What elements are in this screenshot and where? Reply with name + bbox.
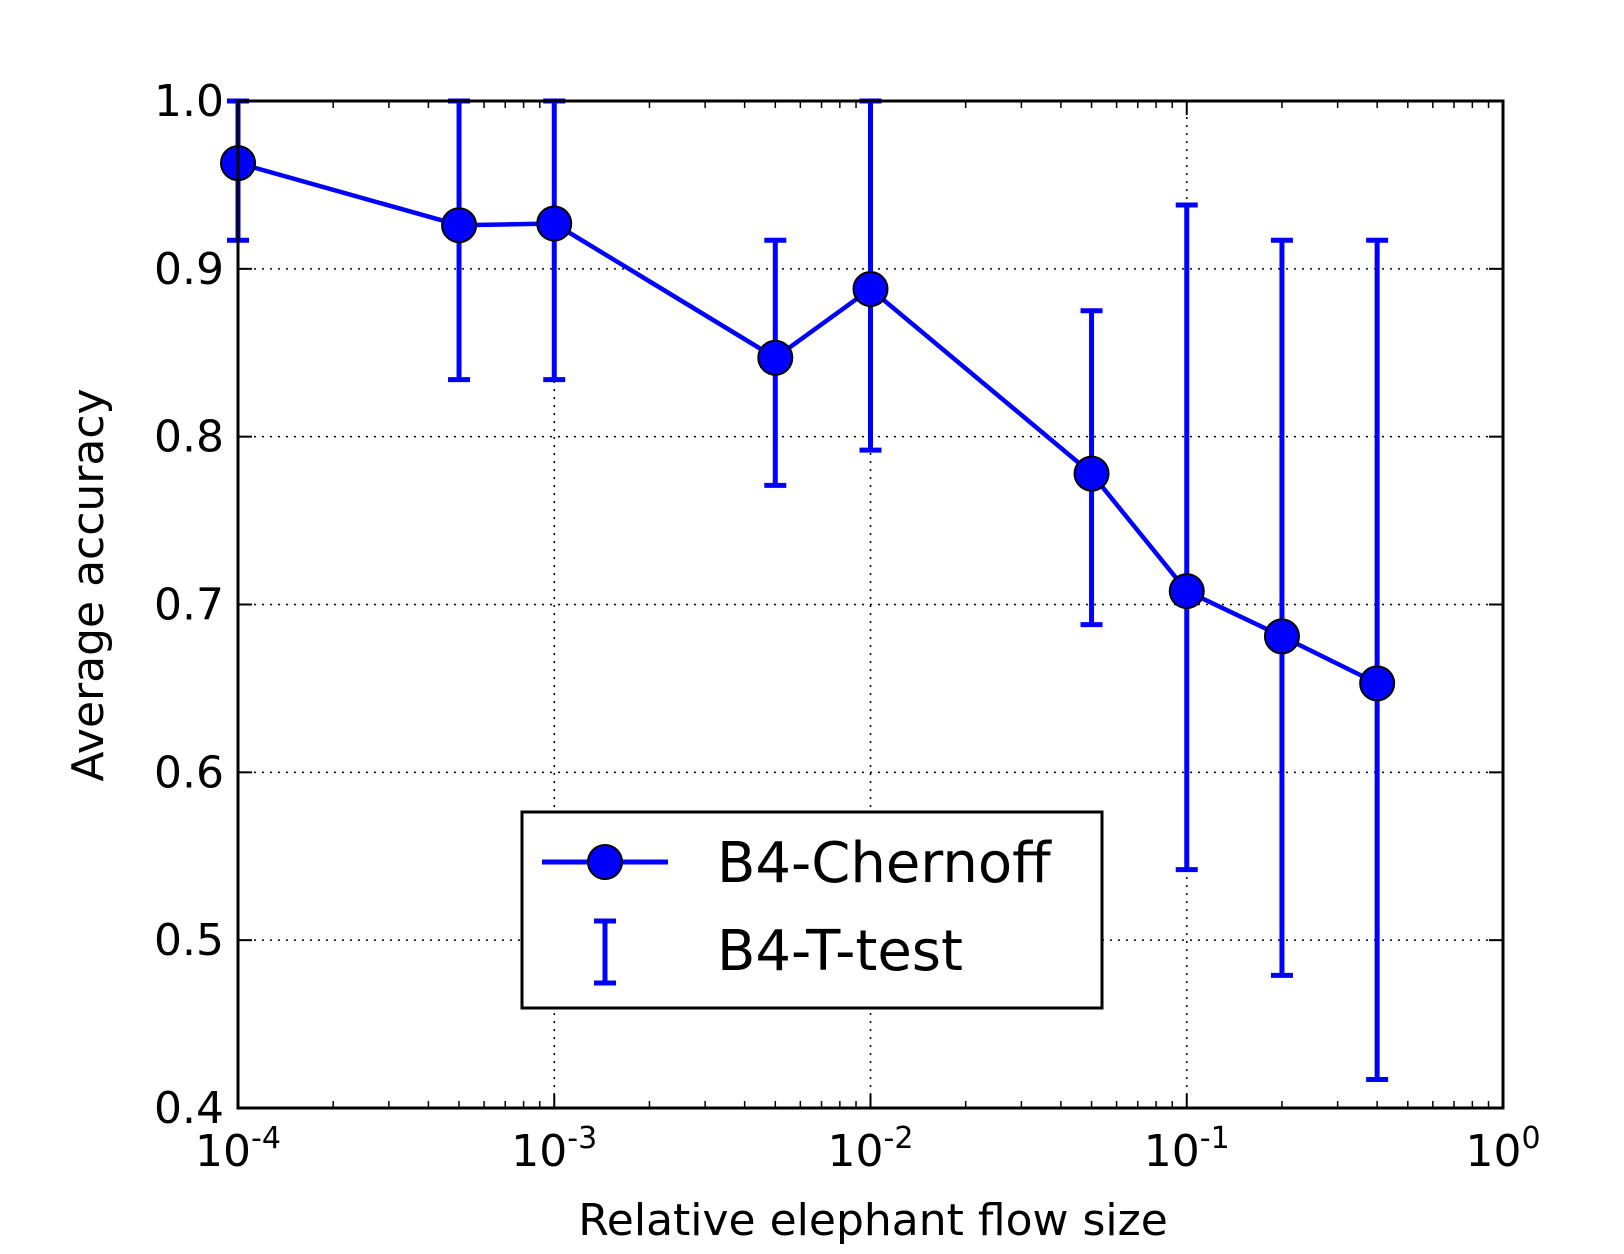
data-point-marker xyxy=(1359,665,1396,702)
data-point-marker xyxy=(1263,618,1300,655)
legend-marker-swatch xyxy=(587,844,623,880)
x-tick-label: 100 xyxy=(1465,1121,1540,1177)
legend-box xyxy=(520,810,1104,1010)
y-tick-label: 0.6 xyxy=(154,747,224,798)
x-tick-exponent: -3 xyxy=(567,1121,597,1156)
legend: B4-Chernoff B4-T-test xyxy=(520,810,1104,1010)
data-point-marker xyxy=(441,207,478,244)
plot-frame xyxy=(236,99,1505,1110)
y-tick-label: 0.8 xyxy=(154,412,224,463)
data-point-marker xyxy=(536,205,573,242)
data-point-marker xyxy=(757,339,794,376)
x-tick-exponent: 0 xyxy=(1521,1121,1540,1156)
y-tick-label: 0.5 xyxy=(154,915,224,966)
x-tick-exponent: -4 xyxy=(251,1121,281,1156)
x-tick-label: 10-1 xyxy=(1144,1121,1230,1177)
data-point-marker xyxy=(1073,455,1110,492)
y-tick-label: 1.0 xyxy=(154,76,224,127)
x-tick-label: 10-3 xyxy=(511,1121,597,1177)
data-point-marker xyxy=(852,270,889,307)
x-tick-base: 10 xyxy=(195,1126,251,1177)
data-point-marker xyxy=(1168,573,1205,610)
x-tick-base: 10 xyxy=(511,1126,567,1177)
y-tick-label: 0.7 xyxy=(154,580,224,631)
x-tick-base: 10 xyxy=(1144,1126,1200,1177)
x-tick-base: 10 xyxy=(828,1126,884,1177)
y-tick-label: 0.4 xyxy=(154,1083,224,1134)
x-tick-label: 10-4 xyxy=(195,1121,281,1177)
x-tick-base: 10 xyxy=(1465,1126,1521,1177)
x-tick-label: 10-2 xyxy=(828,1121,914,1177)
y-tick-labels: 0.4 0.5 0.6 0.7 0.8 0.9 1.0 xyxy=(154,76,224,1134)
y-tick-label: 0.9 xyxy=(154,244,224,295)
x-axis-label: Relative elephant flow size xyxy=(578,1195,1168,1246)
y-axis-label: Average accuracy xyxy=(63,388,114,781)
line-series xyxy=(220,145,1396,702)
x-tick-labels: 10-4 10-3 10-2 10-1 100 xyxy=(195,1121,1541,1177)
legend-label-chernoff: B4-Chernoff xyxy=(717,831,1052,896)
x-tick-exponent: -2 xyxy=(884,1121,914,1156)
legend-label-ttest: B4-T-test xyxy=(717,919,963,984)
x-tick-exponent: -1 xyxy=(1200,1121,1230,1156)
